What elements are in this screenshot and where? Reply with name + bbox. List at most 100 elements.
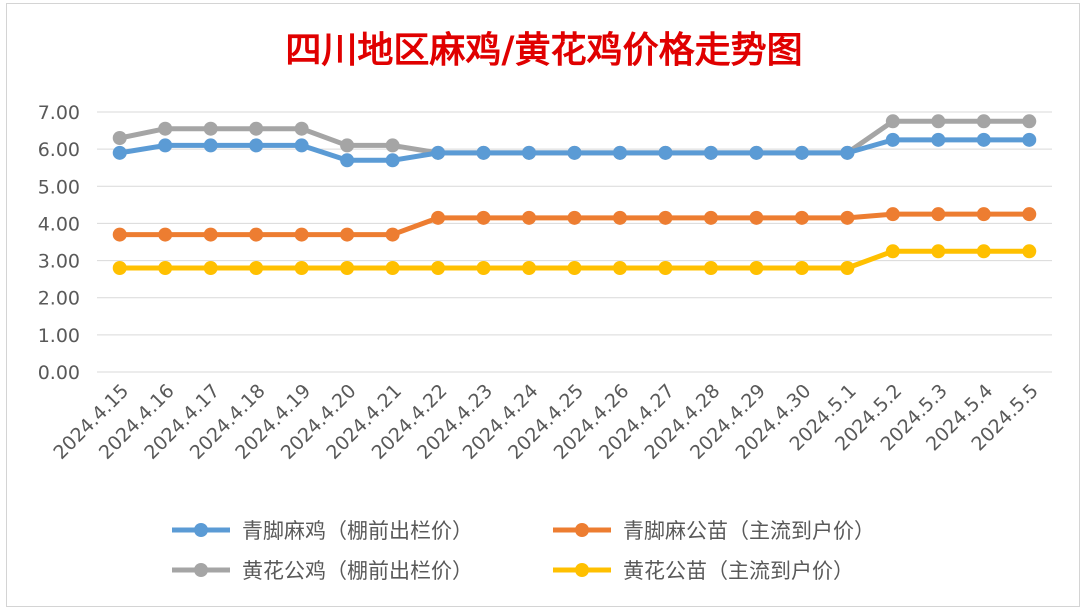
chart-title: 四川地区麻鸡/黄花鸡价格走势图 bbox=[285, 29, 802, 71]
y-axis-tick-labels: 0.00 1.00 2.00 3.00 4.00 5.00 6.00 7.00 bbox=[38, 102, 80, 384]
data-point bbox=[931, 244, 946, 259]
legend-label: 青脚麻鸡（棚前出栏价） bbox=[242, 519, 473, 543]
data-point bbox=[522, 210, 537, 225]
legend-label: 青脚麻公苗（主流到户价） bbox=[623, 519, 875, 543]
legend-label: 黄花公苗（主流到户价） bbox=[623, 559, 854, 583]
data-point bbox=[249, 227, 264, 242]
series-1 bbox=[112, 132, 1037, 168]
data-point bbox=[112, 131, 127, 145]
data-point bbox=[431, 261, 446, 275]
data-point bbox=[294, 138, 309, 153]
data-point bbox=[340, 138, 355, 153]
data-point bbox=[794, 210, 809, 225]
data-point bbox=[794, 145, 809, 160]
data-point bbox=[203, 121, 218, 136]
y-tick-label: 7.00 bbox=[38, 102, 80, 124]
data-point bbox=[1022, 132, 1037, 147]
y-tick-label: 1.00 bbox=[38, 325, 80, 347]
data-point bbox=[112, 261, 127, 275]
data-point bbox=[294, 121, 309, 136]
data-point bbox=[658, 145, 673, 160]
legend-item: 青脚麻公苗（主流到户价） bbox=[553, 519, 875, 543]
data-point bbox=[567, 261, 582, 275]
data-point bbox=[1022, 244, 1037, 259]
data-point bbox=[476, 261, 491, 275]
data-point bbox=[931, 207, 946, 222]
data-point bbox=[158, 121, 173, 136]
data-point bbox=[340, 261, 355, 275]
data-point bbox=[749, 261, 764, 275]
data-point bbox=[840, 145, 855, 160]
data-point bbox=[794, 261, 809, 275]
data-point bbox=[749, 210, 764, 225]
y-tick-label: 4.00 bbox=[38, 213, 80, 235]
data-point bbox=[385, 153, 400, 168]
data-point bbox=[976, 207, 991, 222]
y-tick-label: 6.00 bbox=[38, 139, 80, 161]
data-point bbox=[249, 121, 264, 136]
data-point bbox=[522, 261, 537, 275]
data-point bbox=[885, 244, 900, 259]
data-point bbox=[476, 145, 491, 160]
legend-marker bbox=[575, 523, 589, 537]
data-point bbox=[294, 227, 309, 242]
data-point bbox=[703, 145, 718, 160]
data-point bbox=[249, 138, 264, 153]
data-point bbox=[203, 261, 218, 275]
series-lines bbox=[112, 114, 1037, 275]
data-point bbox=[976, 114, 991, 129]
data-point bbox=[340, 153, 355, 168]
x-axis-tick-labels: 2024.4.152024.4.162024.4.172024.4.182024… bbox=[49, 380, 1042, 464]
legend-item: 青脚麻鸡（棚前出栏价） bbox=[172, 519, 473, 543]
data-point bbox=[612, 210, 627, 225]
data-point bbox=[840, 261, 855, 275]
data-point bbox=[885, 207, 900, 222]
data-point bbox=[249, 261, 264, 275]
series-2 bbox=[112, 207, 1037, 242]
data-point bbox=[431, 210, 446, 225]
data-point bbox=[203, 138, 218, 153]
legend-item: 黄花公鸡（棚前出栏价） bbox=[172, 559, 473, 583]
data-point bbox=[658, 261, 673, 275]
data-point bbox=[612, 261, 627, 275]
data-point bbox=[340, 227, 355, 242]
data-point bbox=[931, 132, 946, 147]
data-point bbox=[976, 132, 991, 147]
data-point bbox=[885, 132, 900, 147]
data-point bbox=[158, 138, 173, 153]
legend-label: 黄花公鸡（棚前出栏价） bbox=[242, 559, 473, 583]
data-point bbox=[567, 210, 582, 225]
data-point bbox=[385, 138, 400, 153]
data-point bbox=[158, 227, 173, 242]
data-point bbox=[658, 210, 673, 225]
legend-marker bbox=[194, 563, 208, 577]
y-tick-label: 2.00 bbox=[38, 288, 80, 310]
y-tick-label: 0.00 bbox=[38, 362, 80, 384]
data-point bbox=[294, 261, 309, 275]
data-point bbox=[385, 227, 400, 242]
data-point bbox=[431, 145, 446, 160]
legend-marker bbox=[194, 523, 208, 537]
chart-area[interactable] bbox=[6, 3, 1080, 607]
data-point bbox=[112, 145, 127, 160]
data-point bbox=[1022, 207, 1037, 222]
data-point bbox=[385, 261, 400, 275]
data-point bbox=[703, 210, 718, 225]
data-point bbox=[158, 261, 173, 275]
y-tick-label: 5.00 bbox=[38, 176, 80, 198]
y-tick-label: 3.00 bbox=[38, 251, 80, 273]
data-point bbox=[931, 114, 946, 129]
data-point bbox=[840, 210, 855, 225]
legend: 青脚麻鸡（棚前出栏价） 青脚麻公苗（主流到户价） 黄花公鸡（棚前出栏价） 黄花公苗（主… bbox=[172, 519, 875, 583]
data-point bbox=[703, 261, 718, 275]
data-point bbox=[749, 145, 764, 160]
data-point bbox=[567, 145, 582, 160]
data-point bbox=[203, 227, 218, 242]
legend-marker bbox=[575, 563, 589, 577]
series-4 bbox=[112, 244, 1037, 275]
data-point bbox=[112, 227, 127, 242]
data-point bbox=[612, 145, 627, 160]
data-point bbox=[1022, 114, 1037, 129]
legend-item: 黄花公苗（主流到户价） bbox=[553, 559, 854, 583]
